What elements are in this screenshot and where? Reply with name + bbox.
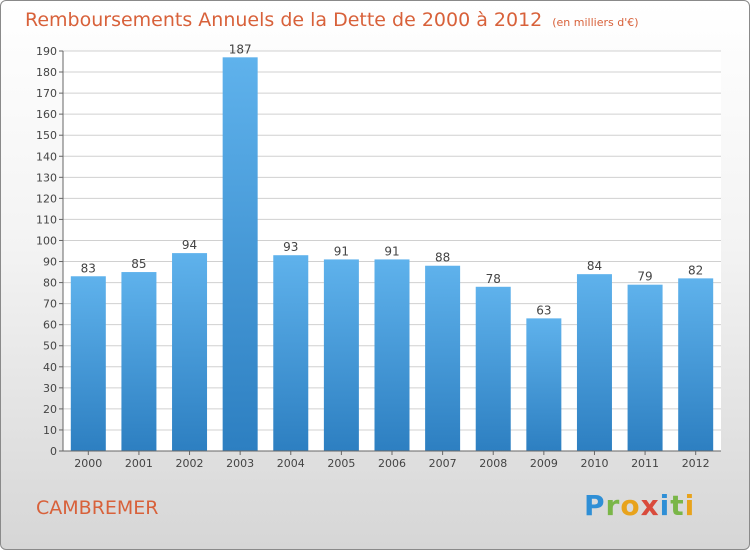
y-tick-label: 90 [43,256,57,269]
chart-title-text: Remboursements Annuels de la Dette de 20… [25,9,543,31]
bar-value-label: 79 [637,270,652,284]
bar [526,318,562,451]
logo-letter: i [684,489,696,522]
y-tick-label: 130 [36,171,57,184]
x-tick-label: 2011 [631,457,659,470]
bar [576,274,612,451]
y-tick-label: 60 [43,319,57,332]
y-tick-label: 110 [36,213,57,226]
bar-value-label: 84 [587,259,602,273]
bar [475,286,511,451]
y-tick-label: 160 [36,108,57,121]
x-tick-label: 2003 [226,457,254,470]
logo-letter: t [670,489,685,522]
logo-letter: i [659,489,671,522]
x-tick-label: 2006 [378,457,406,470]
bar [627,284,663,451]
chart-subtitle: (en milliers d'€) [552,16,639,29]
x-tick-label: 2001 [125,457,153,470]
bar [70,276,106,451]
y-tick-label: 80 [43,277,57,290]
bar-value-label: 94 [182,238,197,252]
x-tick-label: 2000 [74,457,102,470]
bar-value-label: 91 [334,244,349,258]
bar-value-label: 82 [688,263,703,277]
bar [172,253,208,451]
y-tick-label: 70 [43,298,57,311]
bar [121,272,157,451]
y-tick-label: 100 [36,234,57,247]
y-tick-label: 40 [43,361,57,374]
bar-value-label: 187 [229,42,252,56]
x-tick-label: 2007 [429,457,457,470]
bar [374,259,410,451]
x-tick-label: 2004 [277,457,305,470]
y-tick-label: 10 [43,424,57,437]
bar-value-label: 88 [435,251,450,265]
y-tick-label: 150 [36,129,57,142]
bar [323,259,359,451]
y-tick-label: 30 [43,382,57,395]
x-tick-label: 2008 [479,457,507,470]
bar-value-label: 78 [486,272,501,286]
y-tick-label: 140 [36,150,57,163]
data-labels: 83 85 94 187 93 91 91 88 78 63 84 79 82 [81,42,704,317]
y-tick-label: 50 [43,340,57,353]
y-axis: 0 10 20 30 40 50 60 70 80 90 100 110 120 130 140 150 160… [36,45,64,458]
bar [222,57,258,451]
bar-value-label: 93 [283,240,298,254]
bars [70,57,714,451]
x-tick-label: 2002 [176,457,204,470]
x-tick-label: 2005 [327,457,355,470]
bar-value-label: 83 [81,261,96,275]
logo-letter: o [620,489,641,522]
y-tick-label: 190 [36,45,57,58]
x-tick-label: 2009 [530,457,558,470]
y-tick-label: 20 [43,403,57,416]
x-tick-label: 2012 [682,457,710,470]
bar [273,255,309,451]
bar [678,278,714,451]
x-axis: 2000 2001 2002 2003 2004 2005 2006 2007 2008 2009… [63,450,721,470]
chart-title: Remboursements Annuels de la Dette de 20… [25,9,639,31]
logo-letter: x [640,489,660,522]
bar [425,265,461,451]
x-tick-label: 2010 [580,457,608,470]
bar-value-label: 85 [131,257,146,271]
proxiti-logo: Proxiti [584,489,695,522]
y-tick-label: 180 [36,66,57,79]
bar-value-label: 91 [384,244,399,258]
commune-name: CAMBREMER [36,497,159,519]
bar-value-label: 63 [536,303,551,317]
y-tick-label: 120 [36,192,57,205]
logo-letter: P [584,489,606,522]
y-tick-label: 0 [50,445,57,458]
logo-letter: r [605,489,621,522]
y-tick-label: 170 [36,87,57,100]
